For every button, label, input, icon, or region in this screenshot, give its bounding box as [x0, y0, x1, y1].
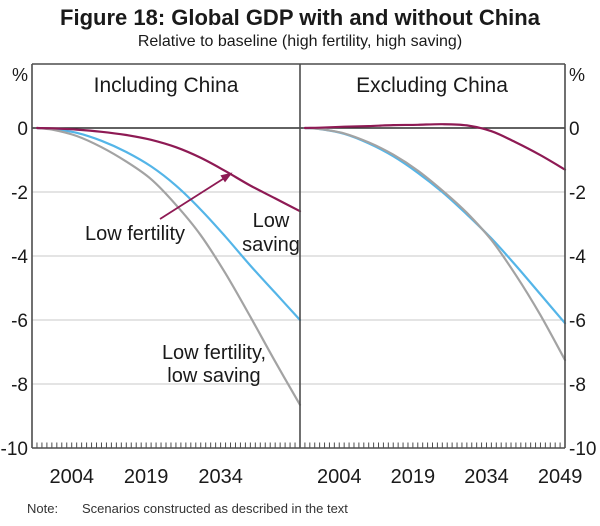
curve-including-china-low-saving [35, 126, 302, 322]
series-label-low-fertility-low-saving-line2: low saving [167, 365, 260, 387]
x-tick-label: 2034 [198, 466, 243, 488]
x-tick-label: 2004 [49, 466, 94, 488]
y-tick-label-left: -2 [11, 183, 28, 204]
y-tick-label-right: -8 [569, 375, 586, 396]
curve-including-china-low-fertility-low-saving [35, 126, 302, 406]
series-label-low-fertility-low-saving-line1: Low fertility, [162, 342, 266, 364]
figure-title: Figure 18: Global GDP with and without C… [60, 5, 541, 30]
x-tick-label: 2004 [317, 466, 362, 488]
curve-excluding-china-low-saving [303, 126, 567, 325]
y-axis-unit-left: % [12, 65, 28, 85]
x-tick-label: 2049 [538, 466, 583, 488]
y-tick-label-right: -2 [569, 183, 586, 204]
note-text: Scenarios constructed as described in th… [82, 501, 348, 516]
y-tick-label-left: 0 [17, 119, 28, 140]
panel-title-excluding-china: Excluding China [356, 74, 508, 97]
year-minor-ticks [36, 442, 561, 448]
panel-frame [31, 63, 566, 449]
y-tick-label-right: -6 [569, 311, 586, 332]
series-label-low-fertility: Low fertility [85, 223, 185, 245]
y-tick-label-left: -6 [11, 311, 28, 332]
curve-excluding-china-low-fertility [303, 123, 567, 171]
curve-excluding-china-low-fertility-low-saving [303, 126, 567, 362]
curve-including-china-low-fertility [35, 126, 302, 213]
y-tick-label-right: 0 [569, 119, 580, 140]
panel-title-including-china: Including China [94, 74, 239, 97]
x-tick-label: 2019 [124, 466, 169, 488]
x-tick-label: 2034 [464, 466, 509, 488]
series-label-low-saving-line2: saving [242, 234, 300, 256]
note-label: Note: [27, 501, 58, 516]
x-tick-label: 2019 [391, 466, 436, 488]
y-tick-label-right: -4 [569, 247, 586, 268]
y-tick-label-left: -8 [11, 375, 28, 396]
y-gridlines [32, 191, 565, 385]
curves-excluding-china [303, 123, 567, 362]
y-axis-unit-right: % [569, 65, 585, 85]
y-tick-label-right: -10 [569, 439, 596, 460]
series-label-low-saving-line1: Low [253, 210, 290, 232]
curves-including-china [35, 126, 302, 406]
y-tick-label-left: -4 [11, 247, 28, 268]
low-fertility-arrow [159, 172, 233, 220]
figure-subtitle: Relative to baseline (high fertility, hi… [138, 33, 462, 50]
x-axis-tick-labels: 2004 2019 2034 2004 2019 2034 2049 [49, 466, 582, 488]
y-tick-label-left: -10 [1, 439, 28, 460]
y-axis-tick-labels: 0 0 -2 -2 -4 -4 -6 -6 -8 -8 -10 -10 [1, 119, 597, 460]
